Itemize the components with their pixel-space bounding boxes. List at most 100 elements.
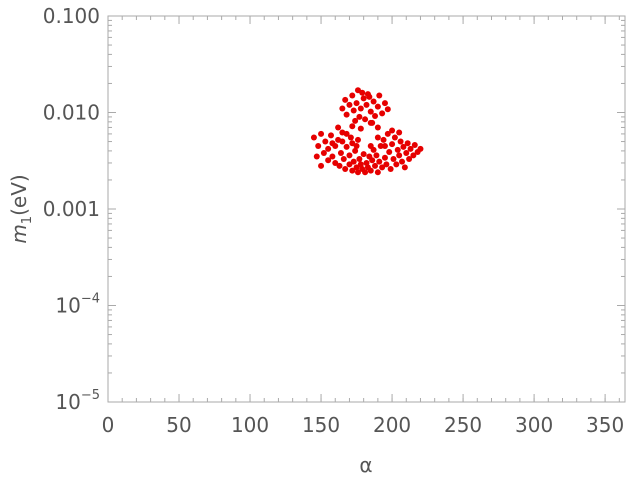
x-tick-label: 50 xyxy=(166,413,191,437)
data-point xyxy=(357,105,364,112)
y-axis-label: m1(eV) xyxy=(7,174,35,243)
data-point xyxy=(329,153,336,160)
y-tick-label: 0.100 xyxy=(43,4,100,28)
data-point xyxy=(390,155,397,162)
data-point xyxy=(342,165,349,172)
data-point xyxy=(325,145,332,152)
data-point xyxy=(379,110,386,117)
data-point xyxy=(350,158,357,165)
data-point xyxy=(381,142,388,149)
data-point xyxy=(360,95,367,102)
data-point xyxy=(389,141,396,148)
data-point xyxy=(374,134,381,141)
data-point xyxy=(329,140,336,147)
data-point xyxy=(370,98,377,105)
data-point xyxy=(320,150,327,157)
data-point xyxy=(347,134,354,141)
data-point xyxy=(379,164,386,171)
data-point xyxy=(367,167,374,174)
data-point xyxy=(373,152,380,159)
y-tick-label: 10−5 xyxy=(55,388,100,414)
data-point xyxy=(354,169,361,176)
data-point xyxy=(353,164,360,171)
data-point xyxy=(401,164,408,171)
data-point xyxy=(399,158,406,165)
x-tick-label: 100 xyxy=(231,413,269,437)
data-point xyxy=(407,145,414,152)
y-label-unit: (eV) xyxy=(7,174,31,216)
y-label-symbol: m xyxy=(7,224,31,243)
data-point xyxy=(376,92,383,99)
data-point xyxy=(313,153,320,160)
y-tick-label: 10−4 xyxy=(55,292,100,318)
data-point xyxy=(340,155,347,162)
y-tick-base: 0.100 xyxy=(43,4,100,28)
data-point xyxy=(353,142,360,149)
y-tick-base: 0.010 xyxy=(43,101,100,125)
data-point xyxy=(384,106,391,113)
data-point xyxy=(364,91,371,98)
y-tick-base: 10 xyxy=(55,390,80,414)
data-point xyxy=(343,143,350,150)
data-point xyxy=(357,161,364,168)
data-point xyxy=(335,124,342,131)
x-tick-label: 0 xyxy=(102,413,115,437)
data-point xyxy=(411,142,418,149)
data-point xyxy=(381,154,388,161)
data-point xyxy=(352,117,359,124)
x-tick-label: 300 xyxy=(515,413,553,437)
data-point xyxy=(384,130,391,137)
data-point xyxy=(349,92,356,99)
data-point xyxy=(322,138,329,145)
x-tick-label: 350 xyxy=(586,413,624,437)
data-point xyxy=(406,155,413,162)
data-point xyxy=(327,132,334,139)
data-point xyxy=(360,151,367,158)
data-point xyxy=(352,147,359,154)
data-point xyxy=(325,157,332,164)
data-point xyxy=(400,143,407,150)
data-point xyxy=(372,112,379,119)
data-point xyxy=(346,101,353,108)
data-point xyxy=(387,165,394,172)
data-point xyxy=(381,100,388,107)
y-tick-base: 10 xyxy=(55,294,80,318)
y-tick-exponent: −4 xyxy=(81,292,100,307)
data-point xyxy=(393,161,400,168)
data-point xyxy=(357,125,364,132)
data-point xyxy=(349,167,356,174)
data-point xyxy=(349,140,356,147)
data-point xyxy=(391,134,398,141)
x-tick-label: 150 xyxy=(302,413,340,437)
y-label-subscript: 1 xyxy=(20,216,35,224)
data-point xyxy=(410,152,417,159)
x-tick-label: 250 xyxy=(444,413,482,437)
data-point xyxy=(359,89,366,96)
data-point xyxy=(342,96,349,103)
data-point xyxy=(374,124,381,131)
data-point xyxy=(396,152,403,159)
data-point xyxy=(353,100,360,107)
data-point xyxy=(372,162,379,169)
x-axis-label: α xyxy=(359,453,372,477)
data-point xyxy=(367,142,374,149)
data-point xyxy=(356,155,363,162)
x-tick-label: 200 xyxy=(373,413,411,437)
data-point xyxy=(315,142,322,149)
data-point xyxy=(343,130,350,137)
data-point xyxy=(346,152,353,159)
data-point xyxy=(310,134,317,141)
data-point xyxy=(362,169,369,176)
data-point xyxy=(376,158,383,165)
data-point xyxy=(374,103,381,110)
data-point xyxy=(417,145,424,152)
y-tick-exponent: −5 xyxy=(81,388,100,403)
data-point xyxy=(397,138,404,145)
data-point xyxy=(339,138,346,145)
data-point xyxy=(339,105,346,112)
data-point xyxy=(380,136,387,143)
data-point xyxy=(337,150,344,157)
data-point xyxy=(377,142,384,149)
data-point xyxy=(394,146,401,153)
